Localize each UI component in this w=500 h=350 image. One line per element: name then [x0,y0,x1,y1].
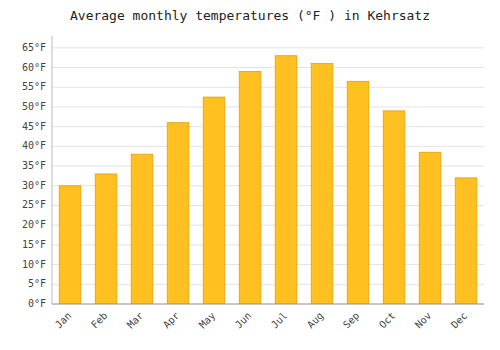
y-tick-label: 25°F [22,199,46,210]
title: Average monthly temperatures (°F ) in Ke… [70,8,430,23]
chart-svg: 0°F 5°F 10°F 15°F 20°F 25°F 30°F 35°F 40°F 45°F 50… [0,0,500,350]
x-tick-label: Oct [377,310,398,331]
bar [311,64,333,304]
y-tick-label: 45°F [22,121,46,132]
y-tick-label: 65°F [22,42,46,53]
y-tick-label: 50°F [22,101,46,112]
bar [347,81,369,304]
y-tick-label: 15°F [22,239,46,250]
grid-line [52,126,484,127]
y-tick-label: 10°F [22,259,46,270]
grid [52,48,484,304]
y-axis: 0°F 5°F 10°F 15°F 20°F 25°F 30°F 35°F 40°F 45°F 50… [22,36,52,309]
background [0,0,500,350]
bar [419,152,441,304]
bars [59,56,477,304]
bar [383,111,405,304]
x-tick-label: Sep [341,310,362,331]
x-tick-label: May [197,310,218,331]
bar [203,97,225,304]
x-tick-label: Feb [89,310,110,331]
x-axis-line [52,304,484,305]
bar [59,186,81,304]
x-axis: Jan Feb Mar Apr May Jun Jul Aug Sep Oct Nov Dec [52,304,484,330]
y-tick-label: 35°F [22,160,46,171]
x-tick-label: Aug [305,310,326,331]
y-tick-label: 60°F [22,62,46,73]
y-tick-label: 40°F [22,140,46,151]
grid-line [52,304,484,305]
x-tick-label: Apr [161,310,182,331]
x-tick-label: Jul [269,310,290,331]
y-tick-label: 55°F [22,81,46,92]
y-tick-label: 5°F [28,278,46,289]
grid-line [52,67,484,68]
bar [455,178,477,304]
grid-line [52,87,484,88]
x-tick-label: Mar [125,310,146,331]
chart-container: 0°F 5°F 10°F 15°F 20°F 25°F 30°F 35°F 40°F 45°F 50… [0,0,500,350]
y-axis-line [52,36,53,304]
x-tick-label: Dec [449,310,470,331]
y-tick-label: 0°F [28,298,46,309]
bar [239,71,261,304]
grid-line [52,106,484,107]
bar [275,56,297,304]
bar [167,123,189,304]
grid-line [52,47,484,48]
x-tick-label: Nov [413,310,434,331]
bar [95,174,117,304]
x-tick-label: Jun [233,310,254,331]
y-tick-label: 30°F [22,180,46,191]
y-tick-label: 20°F [22,219,46,230]
grid-line [52,146,484,147]
bar [131,154,153,304]
x-tick-label: Jan [53,310,74,331]
